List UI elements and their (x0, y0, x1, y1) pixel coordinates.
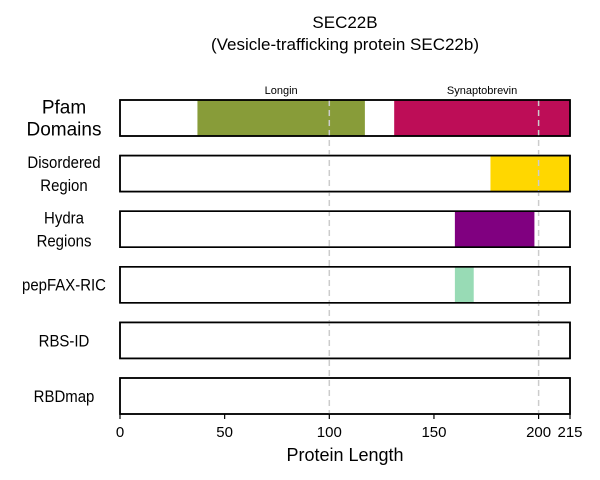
segment-synaptobrevin (394, 100, 570, 136)
track-5: RBDmap (34, 377, 571, 415)
track-background (120, 378, 570, 414)
track-background (120, 266, 570, 303)
x-tick-label: 200 (526, 424, 551, 441)
x-tick-label: 150 (421, 424, 446, 441)
track-border-overlay (119, 99, 571, 137)
chart-title: SEC22B (312, 13, 377, 32)
chart-subtitle: (Vesicle-trafficking protein SEC22b) (211, 35, 479, 54)
track-label: pepFAX-RIC (22, 277, 106, 295)
segment-longin (197, 100, 365, 136)
track-label: Regions (37, 233, 92, 251)
segment-label: Synaptobrevin (447, 85, 517, 97)
track-background (120, 322, 570, 359)
track-border-overlay (119, 265, 571, 304)
track-label: Disordered (27, 154, 100, 172)
x-axis-label: Protein Length (286, 445, 403, 465)
segment-label: Longin (265, 85, 298, 97)
x-tick-label: 100 (317, 424, 342, 441)
track-border-overlay (119, 321, 571, 360)
segment-region-0 (454, 211, 535, 248)
x-axis: 0 50 100 150 200 215 (116, 414, 583, 441)
track-border-overlay (119, 210, 571, 248)
x-tick-label: 0 (116, 424, 124, 441)
segment-region-0 (454, 266, 474, 303)
track-4: RBS-ID (39, 321, 571, 360)
track-3: pepFAX-RIC (22, 265, 571, 304)
track-border-overlay (119, 377, 571, 415)
track-label: Pfam (42, 98, 86, 119)
track-2: Hydra Regions (37, 210, 571, 251)
track-label: RBDmap (34, 388, 95, 406)
x-tick-label: 50 (216, 424, 233, 441)
track-label: Hydra (44, 210, 84, 228)
track-1: Disordered Region (27, 154, 571, 195)
track-label: RBS-ID (39, 333, 90, 351)
track-label: Region (40, 177, 87, 195)
track-label: Domains (27, 120, 102, 141)
track-border-overlay (119, 154, 571, 193)
x-tick-label: 215 (557, 424, 582, 441)
segment-region-0 (490, 155, 570, 192)
